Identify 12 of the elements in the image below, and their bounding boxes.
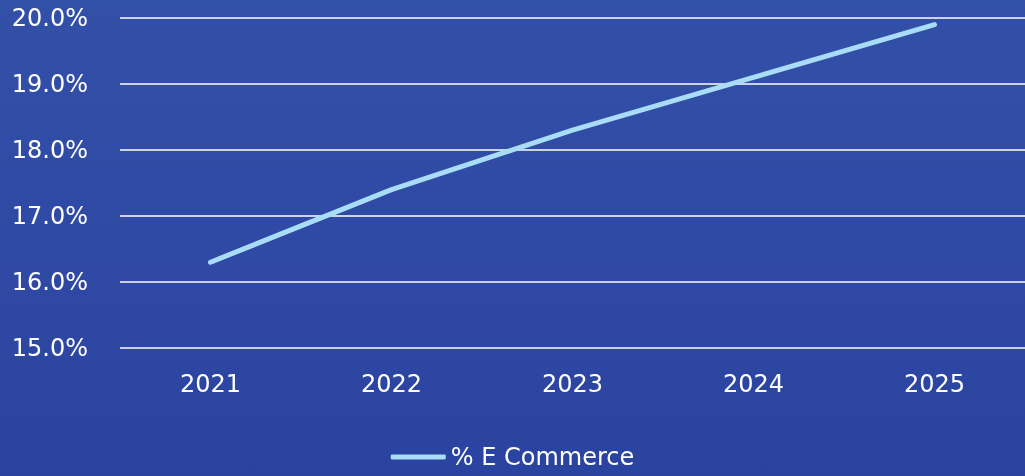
- y-tick-label: 20.0%: [11, 4, 88, 32]
- y-tick-label: 17.0%: [11, 202, 88, 230]
- x-tick-label: 2023: [541, 370, 604, 398]
- x-tick-label: 2022: [360, 370, 423, 398]
- legend-label: % E Commerce: [450, 443, 635, 471]
- x-tick-label: 2021: [179, 370, 242, 398]
- y-tick-label: 16.0%: [11, 268, 88, 296]
- y-tick-label: 19.0%: [11, 70, 88, 98]
- x-tick-label: 2025: [903, 370, 966, 398]
- x-tick-label: 2024: [722, 370, 785, 398]
- y-tick-label: 18.0%: [11, 136, 88, 164]
- y-tick-label: 15.0%: [11, 334, 88, 362]
